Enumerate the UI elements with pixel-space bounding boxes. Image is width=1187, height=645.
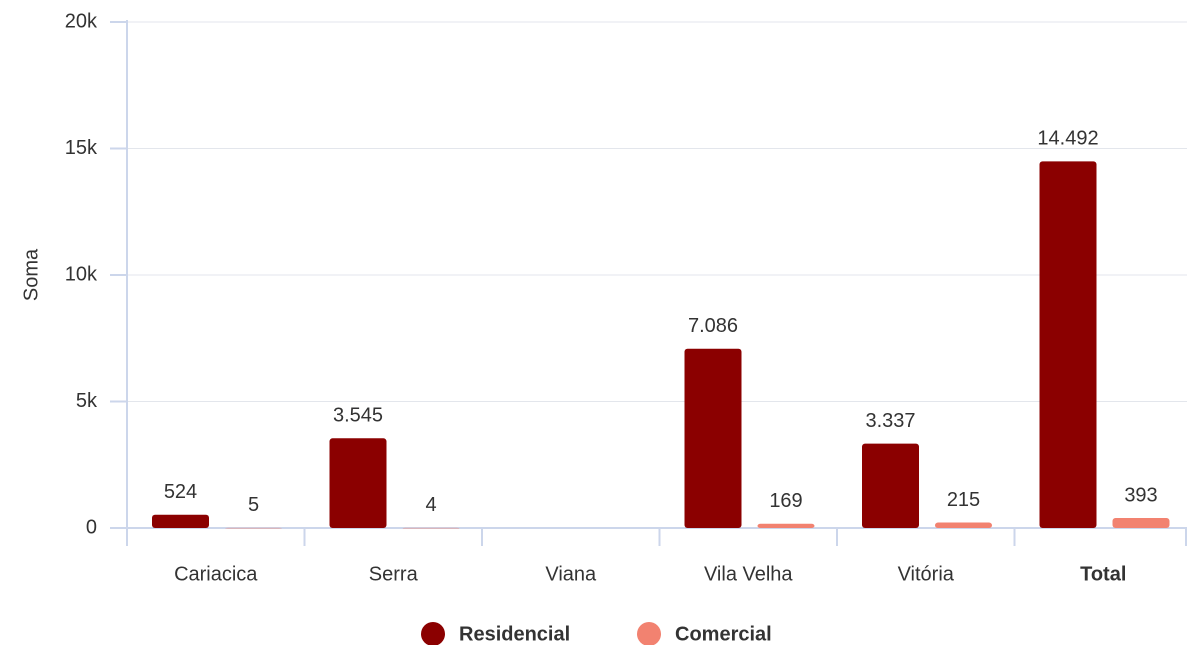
x-tick-label: Serra (369, 563, 419, 585)
bar (935, 522, 992, 528)
data-label: 5 (248, 494, 259, 516)
x-tick-label: Cariacica (174, 563, 258, 585)
x-tick-label: Total (1080, 563, 1126, 585)
y-tick-label: 20k (65, 10, 98, 32)
data-label: 14.492 (1037, 128, 1098, 150)
y-tick-label: 10k (65, 263, 98, 285)
bar (402, 527, 460, 529)
data-label: 7.086 (688, 315, 738, 337)
data-label: 3.337 (865, 410, 915, 432)
x-tick-label: Viana (545, 563, 597, 585)
x-tick-label: Vitória (898, 563, 955, 585)
y-tick-label: 15k (65, 137, 98, 159)
data-label: 393 (1124, 484, 1157, 506)
legend-label: Residencial (459, 623, 570, 645)
data-label: 524 (164, 481, 197, 503)
y-axis-label: Soma (20, 248, 42, 301)
legend-marker (421, 622, 445, 645)
bar (1112, 518, 1170, 528)
data-label: 169 (769, 490, 802, 512)
data-label: 215 (947, 489, 980, 511)
y-tick-label: 0 (86, 516, 97, 538)
data-label: 4 (425, 494, 436, 516)
legend-marker (637, 622, 661, 645)
data-label: 3.545 (333, 405, 383, 427)
y-tick-label: 5k (76, 390, 98, 412)
x-tick-label: Vila Velha (704, 563, 793, 585)
bar (1039, 161, 1097, 528)
bar (862, 443, 919, 528)
bar (329, 438, 387, 528)
legend-label: Comercial (675, 623, 772, 645)
bar (757, 523, 815, 528)
bar (225, 527, 282, 529)
bar (684, 348, 742, 528)
bar (152, 514, 209, 528)
